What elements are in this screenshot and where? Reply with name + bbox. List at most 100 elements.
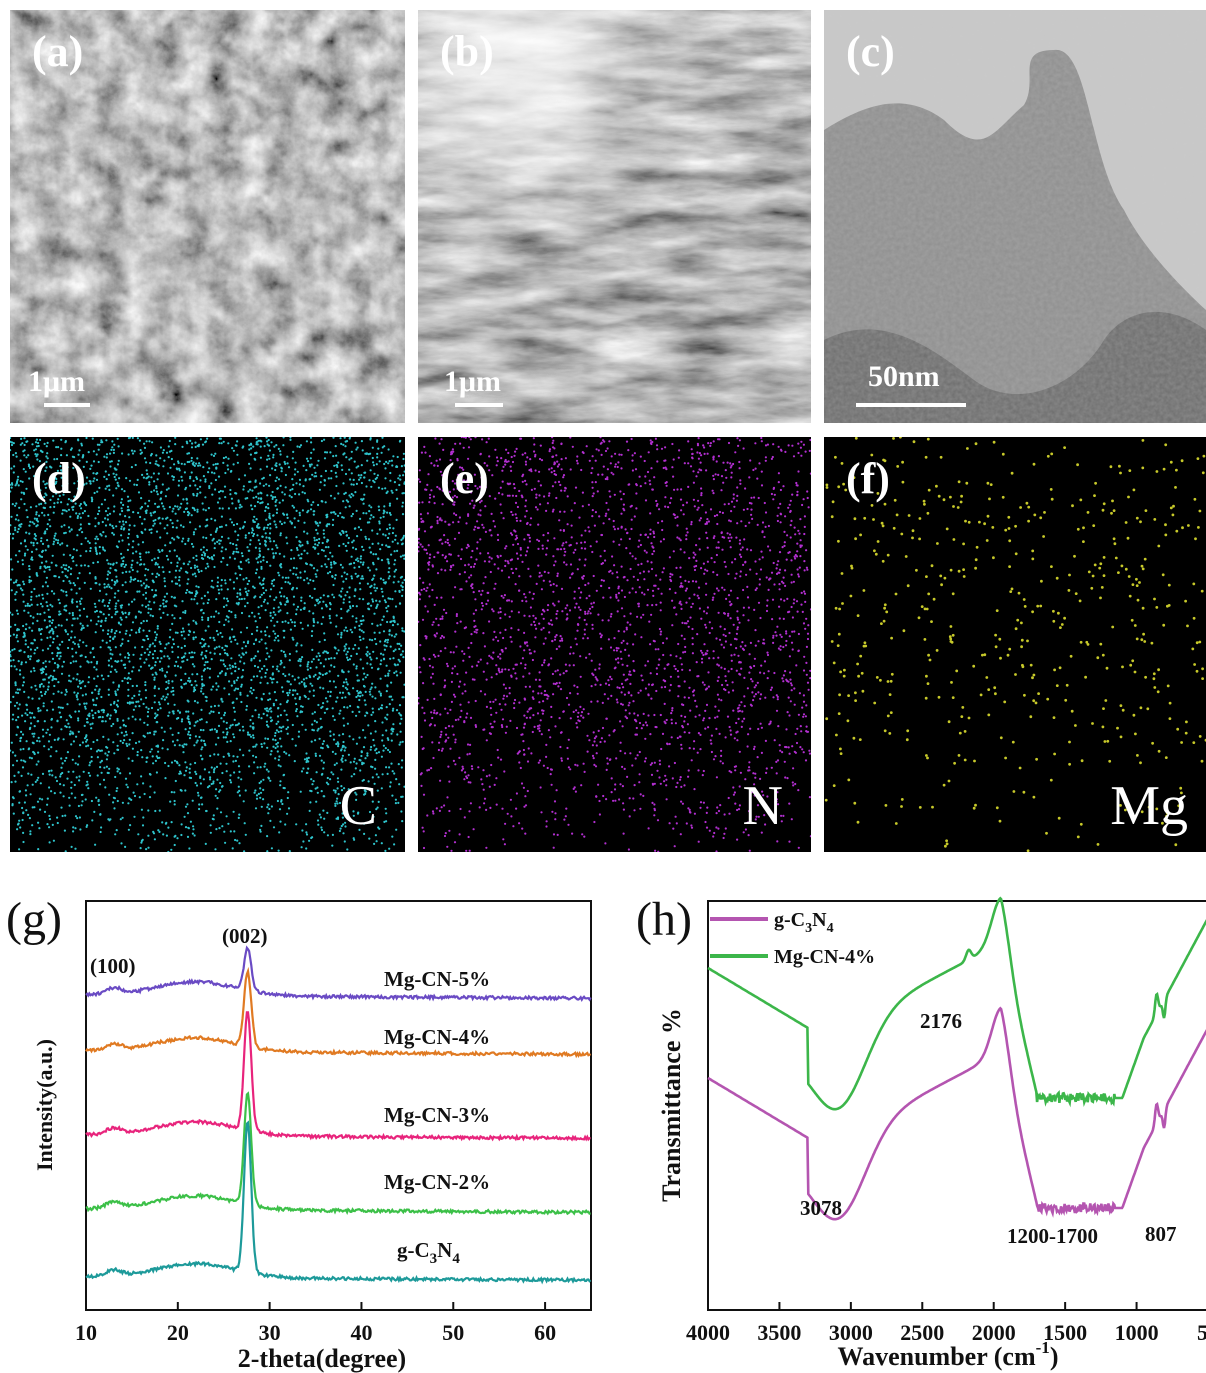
eds-dot [148,600,151,603]
eds-dot [230,521,234,524]
eds-dot [285,597,288,600]
eds-dot [35,517,39,520]
eds-dot [322,529,325,532]
eds-dot [182,751,185,754]
eds-dot [332,583,335,587]
eds-dot [242,485,245,488]
eds-dot [381,595,384,598]
eds-dot [387,605,390,608]
eds-dot [36,646,39,649]
eds-dot [71,732,74,735]
eds-dot [192,828,195,831]
eds-dot [473,630,476,633]
eds-dot [102,531,105,534]
eds-dot [221,785,224,788]
eds-dot [126,495,130,498]
eds-dot [171,733,174,736]
eds-dot [26,784,29,787]
eds-dot [165,687,168,691]
eds-dot [322,761,325,764]
eds-dot [108,585,111,588]
eds-dot [130,628,133,632]
eds-dot [394,559,397,562]
eds-dot [193,564,196,567]
eds-dot [188,460,191,463]
eds-dot [109,452,112,455]
eds-dot [143,661,146,664]
eds-dot [283,666,286,669]
eds-dot [241,725,244,728]
eds-dot [126,548,129,552]
eds-dot [342,601,345,604]
eds-dot [276,665,279,668]
eds-dot [41,798,44,801]
eds-dot [389,781,392,784]
eds-dot [253,486,256,489]
eds-dot [189,439,192,442]
eds-dot [46,604,49,608]
eds-dot [164,495,167,498]
eds-dot [60,728,63,731]
eds-dot [68,679,71,682]
eds-dot [344,544,347,548]
eds-dot [372,464,375,467]
eds-dot [157,549,160,552]
eds-dot [184,611,187,614]
eds-dot [255,495,258,498]
eds-dot [590,471,593,475]
eds-dot [267,438,270,442]
eds-dot [87,771,90,775]
eds-dot [135,483,138,487]
eds-dot [391,698,394,701]
eds-dot [353,566,356,569]
eds-dot [168,550,171,553]
eds-dot [370,506,373,509]
eds-dot [138,796,141,799]
eds-dot [323,536,326,539]
eds-dot [176,837,179,840]
eds-dot [37,707,40,710]
eds-dot [402,474,405,477]
eds-dot [82,641,85,644]
eds-dot [555,454,558,457]
eds-dot [165,451,169,454]
eds-dot [390,681,393,684]
eds-dot [305,457,309,460]
eds-dot [624,752,627,755]
eds-dot [773,739,776,742]
eds-dot [375,587,379,590]
eds-dot [185,591,188,594]
eds-dot [342,740,345,744]
eds-dot [186,835,190,838]
eds-dot [681,621,684,624]
eds-dot [239,527,242,530]
eds-dot [348,693,351,696]
eds-dot [50,769,53,772]
eds-dot [363,476,366,479]
eds-dot [431,741,434,744]
eds-dot [60,757,63,760]
eds-dot [108,484,111,487]
eds-dot [241,675,244,678]
eds-dot [792,455,796,458]
eds-dot [525,641,528,644]
eds-dot [371,598,374,601]
eds-dot [272,677,275,681]
eds-dot [108,717,112,720]
eds-dot [274,552,277,555]
eds-dot [147,568,150,571]
eds-dot [348,494,351,497]
eds-dot [125,570,128,573]
eds-dot [294,697,297,700]
eds-dot [228,680,231,683]
eds-dot [386,620,389,624]
eds-dot [305,440,308,443]
eds-dot [18,506,21,509]
eds-dot [380,787,383,790]
eds-dot [257,539,260,542]
eds-dot [325,708,328,711]
eds-dot [287,807,291,810]
eds-dot [177,656,180,659]
eds-dot [332,596,336,599]
eds-dot [223,597,226,600]
